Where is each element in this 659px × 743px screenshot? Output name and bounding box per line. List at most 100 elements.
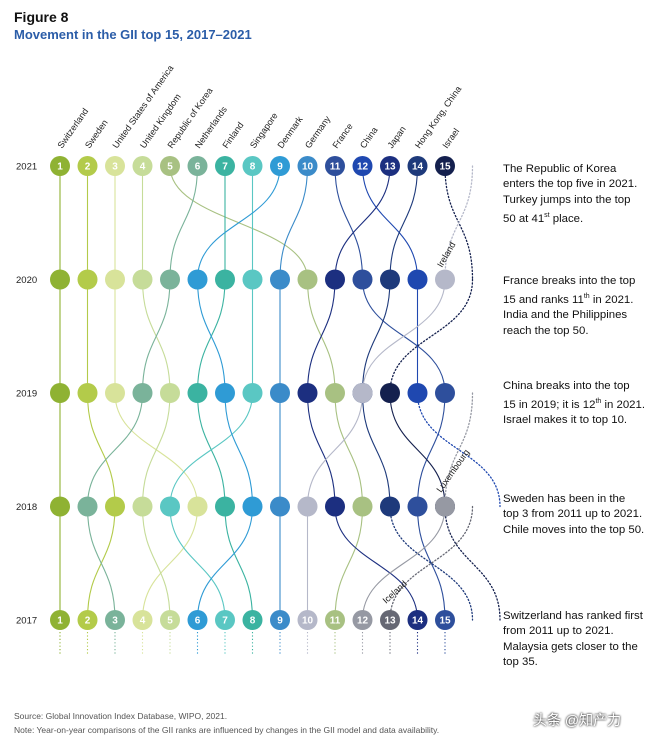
node-united-states-of-america-2018: [187, 496, 208, 517]
node-france-2018: [407, 496, 428, 517]
node-switzerland-2020: [50, 269, 70, 290]
column-label-japan: Japan: [385, 124, 407, 150]
note-line: 15 and ranks 11th in 2021.: [503, 293, 634, 307]
line-hong-kong-china-2019-2018: [361, 392, 391, 508]
node-singapore-2020: [242, 269, 263, 290]
line-japan-2019-2018: [306, 392, 336, 508]
node-france-2021: [325, 156, 345, 176]
node-singapore-2017: [215, 610, 235, 630]
node-france-2017: [435, 610, 455, 630]
rank-number-2021-15: 15: [439, 162, 451, 173]
column-label-germany: Germany: [303, 114, 333, 150]
node-china-2021: [352, 156, 373, 176]
node-japan-2017: [407, 610, 428, 630]
node-finland-2019: [187, 383, 208, 403]
rank-number-2017-5: 5: [167, 616, 173, 627]
line-denmark-2021-2020: [196, 165, 281, 281]
rank-number-2021-3: 3: [112, 162, 118, 173]
node-sweden-2021: [77, 156, 98, 176]
inline-label-iceland: Iceland: [381, 579, 409, 606]
column-label-hong-kong-china: Hong Kong, China: [413, 84, 463, 150]
node-hong-kong-china-2018: [380, 496, 400, 517]
line-republic-of-korea-2019-2018: [334, 392, 364, 508]
rank-number-2017-14: 14: [412, 616, 424, 627]
note-line: enters the top five in 2021.: [503, 178, 638, 191]
column-label-france: France: [330, 121, 354, 150]
node-japan-2021: [380, 156, 400, 176]
ranking-lines: [59, 165, 501, 654]
node-denmark-2020: [187, 269, 208, 290]
node-japan-2019: [297, 383, 318, 403]
node-luxembourg-2018: [435, 496, 455, 517]
note-line: 50 at 41st place.: [503, 211, 584, 225]
column-label-finland: Finland: [220, 120, 245, 150]
node-united-states-of-america-2020: [105, 269, 125, 290]
line-france-2019-2018: [416, 392, 446, 508]
node-netherlands-2019: [132, 383, 153, 403]
line-japan-2021-2020: [334, 165, 391, 281]
line-denmark-2018-2017: [196, 505, 254, 621]
note-line: The Republic of Korea: [503, 163, 617, 175]
rank-number-2021-2: 2: [85, 162, 91, 173]
node-united-kingdom-2019: [160, 383, 180, 403]
rank-number-2017-1: 1: [57, 616, 63, 627]
rank-number-2017-13: 13: [384, 616, 396, 627]
node-united-kingdom-2021: [132, 156, 153, 176]
line-netherlands-2021-2020: [169, 165, 199, 281]
line-united-kingdom-2019-2018: [141, 392, 171, 508]
line-united-states-of-america-2018-2017: [141, 505, 199, 621]
line-china-2021-2020: [361, 165, 419, 281]
node-finland-2020: [215, 269, 235, 290]
year-label-2017: 2017: [16, 616, 37, 627]
node-netherlands-2020: [160, 269, 180, 290]
node-ireland-2019: [352, 383, 373, 403]
line-france-2021-2020: [334, 165, 364, 281]
rank-number-2021-13: 13: [384, 162, 396, 173]
rank-number-2017-8: 8: [250, 616, 256, 627]
line-china-2019-2018: [416, 392, 501, 508]
column-label-israel: Israel: [440, 126, 461, 150]
line-japan-2018-2017: [334, 505, 419, 621]
note-2017: Switzerland has ranked first from 2011 up…: [503, 609, 653, 670]
year-label-2021: 2021: [16, 162, 37, 173]
note-line: top 35.: [503, 655, 538, 668]
note-line: from 2011 up to 2021.: [503, 625, 614, 638]
rank-number-2021-1: 1: [57, 162, 63, 173]
superscript: th: [595, 398, 602, 406]
node-germany-2017: [270, 610, 290, 630]
node-germany-2020: [270, 269, 290, 290]
rank-number-2021-14: 14: [412, 162, 424, 173]
node-sweden-2017: [77, 610, 98, 630]
node-republic-of-korea-2021: [160, 156, 180, 176]
node-ireland-2020: [435, 269, 455, 290]
rank-number-2021-8: 8: [250, 162, 256, 173]
line-israel-2018-2017: [444, 505, 501, 621]
note-line: China breaks into the top: [503, 380, 630, 392]
column-label-sweden: Sweden: [83, 118, 110, 150]
line-singapore-2019-2018: [169, 392, 254, 508]
node-united-kingdom-2018: [132, 496, 153, 517]
rank-number-2017-15: 15: [439, 616, 451, 627]
node-republic-of-korea-2020: [297, 269, 318, 290]
note-2020: France breaks into the top 15 and ranks 1…: [503, 274, 653, 339]
node-singapore-2019: [242, 383, 263, 403]
node-switzerland-2021: [50, 156, 70, 176]
note-line: reach the top 50.: [503, 324, 589, 337]
rank-number-2017-12: 12: [357, 616, 369, 627]
line-luxembourg-2019-2018: [444, 392, 474, 508]
note-2019: China breaks into the top 15 in 2019; it …: [503, 379, 653, 429]
node-republic-of-korea-2017: [325, 610, 345, 630]
node-hong-kong-china-2021: [407, 156, 428, 176]
node-sweden-2019: [77, 383, 98, 403]
rank-number-2021-5: 5: [167, 162, 173, 173]
node-germany-2021: [297, 156, 318, 176]
node-republic-of-korea-2018: [352, 496, 373, 517]
line-hong-kong-china-2021-2020: [389, 165, 419, 281]
node-sweden-2018: [105, 496, 125, 517]
node-finland-2021: [215, 156, 235, 176]
note-2021: The Republic of Korea enters the top five…: [503, 162, 653, 227]
line-finland-2018-2017: [224, 505, 254, 621]
rank-number-2017-2: 2: [85, 616, 91, 627]
